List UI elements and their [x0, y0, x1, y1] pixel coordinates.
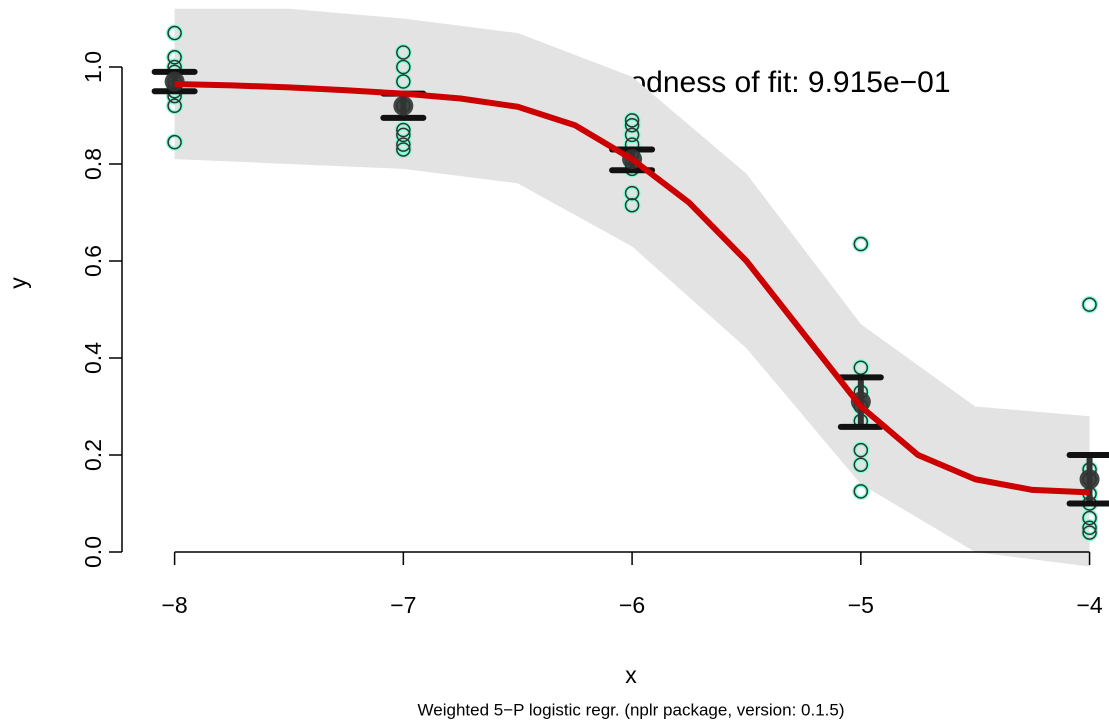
data-point-outline	[853, 484, 869, 499]
x-tick-label: −6	[619, 592, 645, 618]
data-point-outline	[853, 442, 869, 458]
data-point-outline	[167, 25, 182, 41]
y-tick-label: 0.4	[80, 342, 106, 374]
y-tick-label: 0.6	[80, 245, 106, 277]
data-point-outline	[624, 113, 640, 128]
data-point-outline	[624, 127, 640, 143]
data-point-outline	[396, 45, 411, 60]
data-point-outline	[396, 122, 411, 138]
y-tick-label: 0.0	[80, 536, 106, 568]
data-point-outline	[396, 59, 411, 75]
caption: Weighted 5−P logistic regr. (nplr packag…	[418, 700, 845, 719]
y-tick-label: 1.0	[80, 51, 106, 83]
data-point-outline	[624, 185, 640, 201]
mean-point	[1079, 469, 1100, 490]
x-tick-label: −7	[390, 592, 416, 618]
y-tick-label: 0.2	[80, 439, 106, 471]
x-tick-label: −4	[1076, 592, 1102, 618]
x-tick-label: −8	[161, 592, 187, 618]
data-point-outline	[624, 117, 640, 133]
data-point-outline	[1082, 297, 1097, 312]
data-point-outline	[1082, 525, 1097, 540]
data-point-outline	[396, 74, 411, 89]
data-point-outline	[853, 236, 869, 252]
y-tick-label: 0.8	[80, 148, 106, 180]
data-point-outline	[1082, 520, 1097, 535]
data-point-outline	[1082, 510, 1097, 526]
data-point-outline	[853, 457, 869, 472]
x-axis-label: x	[625, 662, 637, 688]
confidence-band	[174, 8, 1090, 567]
data-point-outline	[167, 98, 182, 114]
y-axis-label: y	[5, 277, 31, 289]
data-point-outline	[853, 360, 869, 375]
data-point-outline	[396, 142, 411, 157]
data-point-outline	[167, 134, 182, 150]
data-point-outline	[167, 50, 182, 65]
fit-curve	[174, 80, 1090, 496]
data-point-outline	[396, 127, 411, 143]
mean-point	[393, 95, 414, 116]
x-tick-label: −5	[848, 592, 874, 618]
data-point-outline	[396, 137, 411, 152]
data-point-outline	[624, 197, 640, 213]
